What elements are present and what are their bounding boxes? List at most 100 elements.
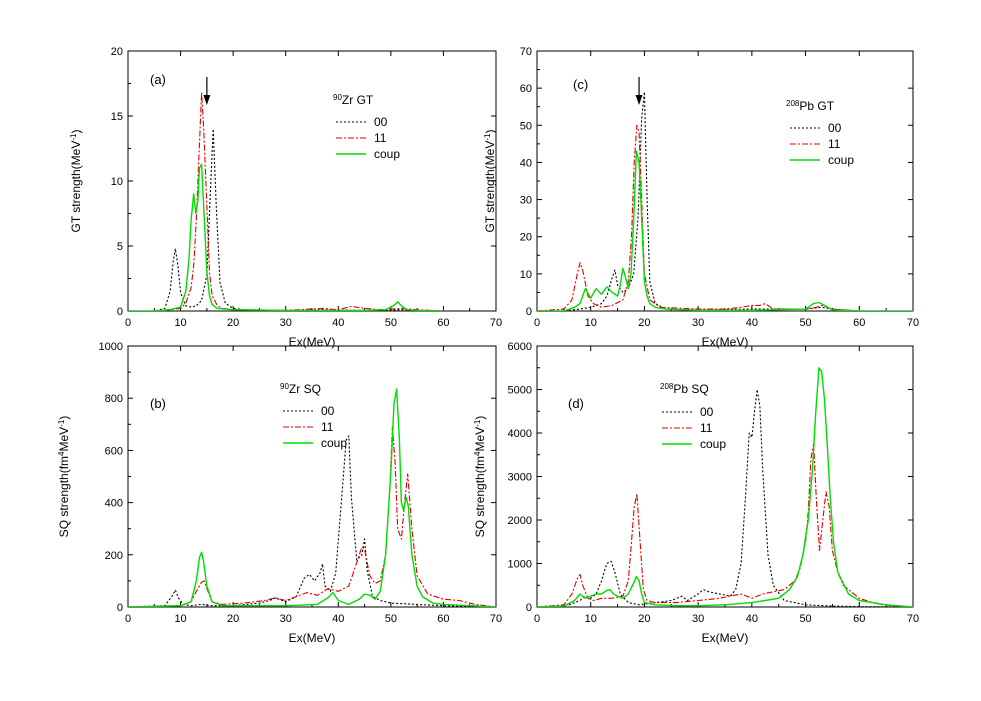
y-tick-label: 30: [520, 195, 532, 207]
x-tick-label: 10: [174, 317, 186, 329]
x-tick-label: 70: [490, 317, 502, 329]
x-tick-label: 60: [853, 613, 865, 625]
x-axis-label: Ex(MeV): [289, 335, 336, 349]
y-tick-label: 0: [526, 602, 532, 614]
legend-entry-coup: coup: [374, 147, 400, 161]
legend-entry-00: 00: [700, 405, 714, 419]
series-line-00: [128, 435, 496, 607]
x-tick-label: 50: [385, 613, 397, 625]
y-tick-label: 70: [520, 46, 532, 58]
panel-label: (c): [573, 77, 588, 92]
legend-entry-00: 00: [828, 121, 842, 135]
x-tick-label: 30: [692, 613, 704, 625]
chart-title: 90Zr GT: [333, 93, 374, 108]
x-tick-label: 60: [437, 317, 449, 329]
y-axis-label: GT strength(MeV-1): [483, 130, 498, 233]
y-tick-label: 4000: [508, 428, 532, 440]
x-tick-label: 10: [585, 317, 597, 329]
x-tick-label: 40: [332, 613, 344, 625]
x-tick-label: 0: [125, 317, 131, 329]
y-tick-label: 800: [105, 393, 123, 405]
arrow-icon: [203, 95, 211, 105]
y-tick-label: 6000: [508, 341, 532, 353]
x-tick-label: 40: [746, 317, 758, 329]
series-line-00: [128, 128, 444, 311]
chart-title: 90Zr SQ: [280, 382, 321, 397]
y-axis-label: GT strength(MeV-1): [69, 130, 84, 233]
x-axis-label: Ex(MeV): [702, 631, 749, 645]
y-tick-label: 10: [111, 176, 123, 188]
x-tick-label: 30: [692, 317, 704, 329]
y-tick-label: 5000: [508, 385, 532, 397]
panel-label: (a): [150, 72, 166, 87]
series-line-11: [128, 92, 444, 311]
x-tick-label: 40: [332, 317, 344, 329]
series-line-11: [128, 426, 496, 607]
y-tick-label: 2000: [508, 515, 532, 527]
series-line-coup: [537, 367, 913, 607]
x-tick-label: 20: [638, 317, 650, 329]
x-tick-label: 30: [280, 317, 292, 329]
legend-entry-11: 11: [321, 420, 334, 434]
y-tick-label: 1000: [508, 559, 532, 571]
y-tick-label: 20: [111, 46, 123, 58]
x-tick-label: 10: [585, 613, 597, 625]
chart-title: 208Pb SQ: [660, 382, 709, 397]
x-axis-label: Ex(MeV): [702, 335, 749, 349]
x-tick-label: 10: [174, 613, 186, 625]
legend-entry-00: 00: [321, 404, 335, 418]
series-line-11: [537, 124, 913, 311]
arrow-icon: [635, 95, 643, 105]
x-axis-label: Ex(MeV): [289, 631, 336, 645]
y-tick-label: 5: [117, 241, 123, 253]
legend-entry-11: 11: [828, 137, 841, 151]
series-line-coup: [128, 163, 444, 311]
panel-a-zr-gt: 0 10 20 30 40 50 60 70 0 5 10 15 20 Ex(MeV) GT strengt…: [69, 46, 503, 349]
panel-b-zr-sq: 0 10 20 30 40 50 60 70 0 200 400 600 800 1000 Ex(MeV) S…: [57, 341, 503, 645]
y-tick-label: 400: [105, 498, 123, 510]
y-tick-label: 600: [105, 445, 123, 457]
panel-label: (d): [568, 396, 584, 411]
x-tick-label: 50: [799, 613, 811, 625]
panel-label: (b): [150, 396, 166, 411]
plot-frame: [127, 50, 497, 312]
x-tick-label: 60: [437, 613, 449, 625]
panel-c-pb-gt: 0 10 20 30 40 50 60 70 0 10 20 30 40 50 60 70 Ex(MeV) GT …: [483, 46, 920, 349]
x-tick-label: 0: [534, 317, 540, 329]
x-tick-label: 20: [638, 613, 650, 625]
x-tick-label: 20: [227, 317, 239, 329]
y-tick-label: 60: [520, 83, 532, 95]
y-tick-label: 200: [105, 550, 123, 562]
y-tick-label: 3000: [508, 472, 532, 484]
x-tick-label: 60: [853, 317, 865, 329]
x-tick-label: 70: [907, 613, 919, 625]
legend-entry-coup: coup: [700, 437, 726, 451]
y-tick-label: 15: [111, 111, 123, 123]
x-tick-label: 0: [125, 613, 131, 625]
x-tick-label: 70: [907, 317, 919, 329]
x-tick-label: 30: [280, 613, 292, 625]
plot-frame: [536, 50, 914, 312]
y-axis-label: SQ strength(fm4MeV-1): [473, 416, 488, 538]
legend-entry-11: 11: [374, 131, 387, 145]
x-tick-label: 40: [746, 613, 758, 625]
series-line-coup: [537, 150, 913, 311]
y-tick-label: 40: [520, 157, 532, 169]
y-tick-label: 0: [117, 602, 123, 614]
legend-entry-00: 00: [374, 115, 388, 129]
x-tick-label: 50: [799, 317, 811, 329]
plot-frame: [536, 345, 914, 608]
y-axis-label: SQ strength(fm4MeV-1): [57, 416, 72, 538]
series-line-11: [537, 443, 913, 607]
legend-entry-coup: coup: [828, 153, 854, 167]
y-tick-label: 50: [520, 120, 532, 132]
panel-d-pb-sq: 0 10 20 30 40 50 60 70 0 1000 2000 3000 4000 5000 6000…: [473, 341, 920, 645]
x-tick-label: 20: [227, 613, 239, 625]
y-tick-label: 0: [117, 306, 123, 318]
y-tick-label: 10: [520, 269, 532, 281]
chart-title: 208Pb GT: [786, 99, 835, 114]
x-tick-label: 50: [385, 317, 397, 329]
y-tick-label: 1000: [99, 341, 123, 353]
series-line-coup: [128, 388, 496, 607]
